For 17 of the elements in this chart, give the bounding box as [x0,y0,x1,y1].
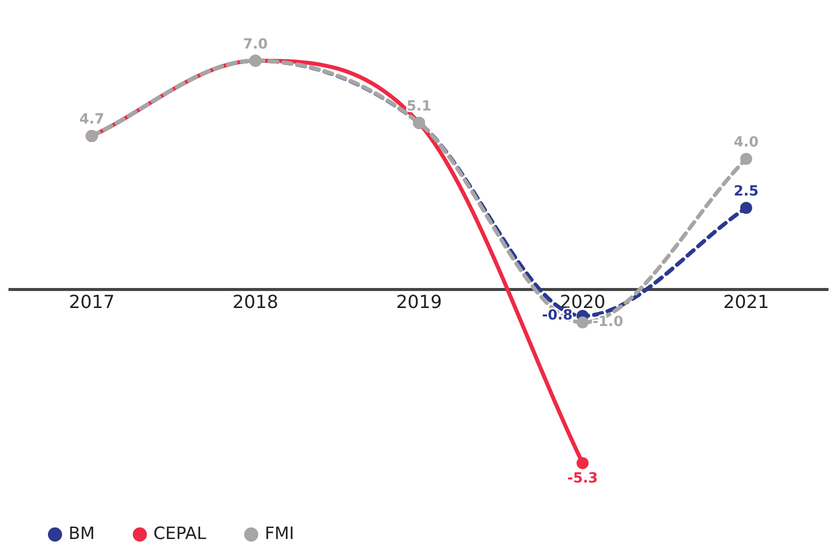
x-tick-label: 2018 [232,292,278,314]
legend-label: BM [68,524,95,544]
legend-label: CEPAL [153,524,207,544]
data-label: 2.5 [734,184,759,200]
point [576,457,589,470]
point [576,316,589,328]
data-label: -5.3 [567,470,598,487]
point [740,152,752,165]
point [740,202,752,214]
data-label: 4.0 [734,134,759,150]
x-tick-label: 2021 [723,292,770,314]
data-label: 5.1 [406,98,432,115]
data-label: 7.0 [242,36,268,52]
x-tick-label: 2019 [396,292,442,314]
x-tick-label: 2017 [68,292,115,314]
data-label: 4.7 [79,112,104,128]
legend-label: FMI [264,524,294,544]
